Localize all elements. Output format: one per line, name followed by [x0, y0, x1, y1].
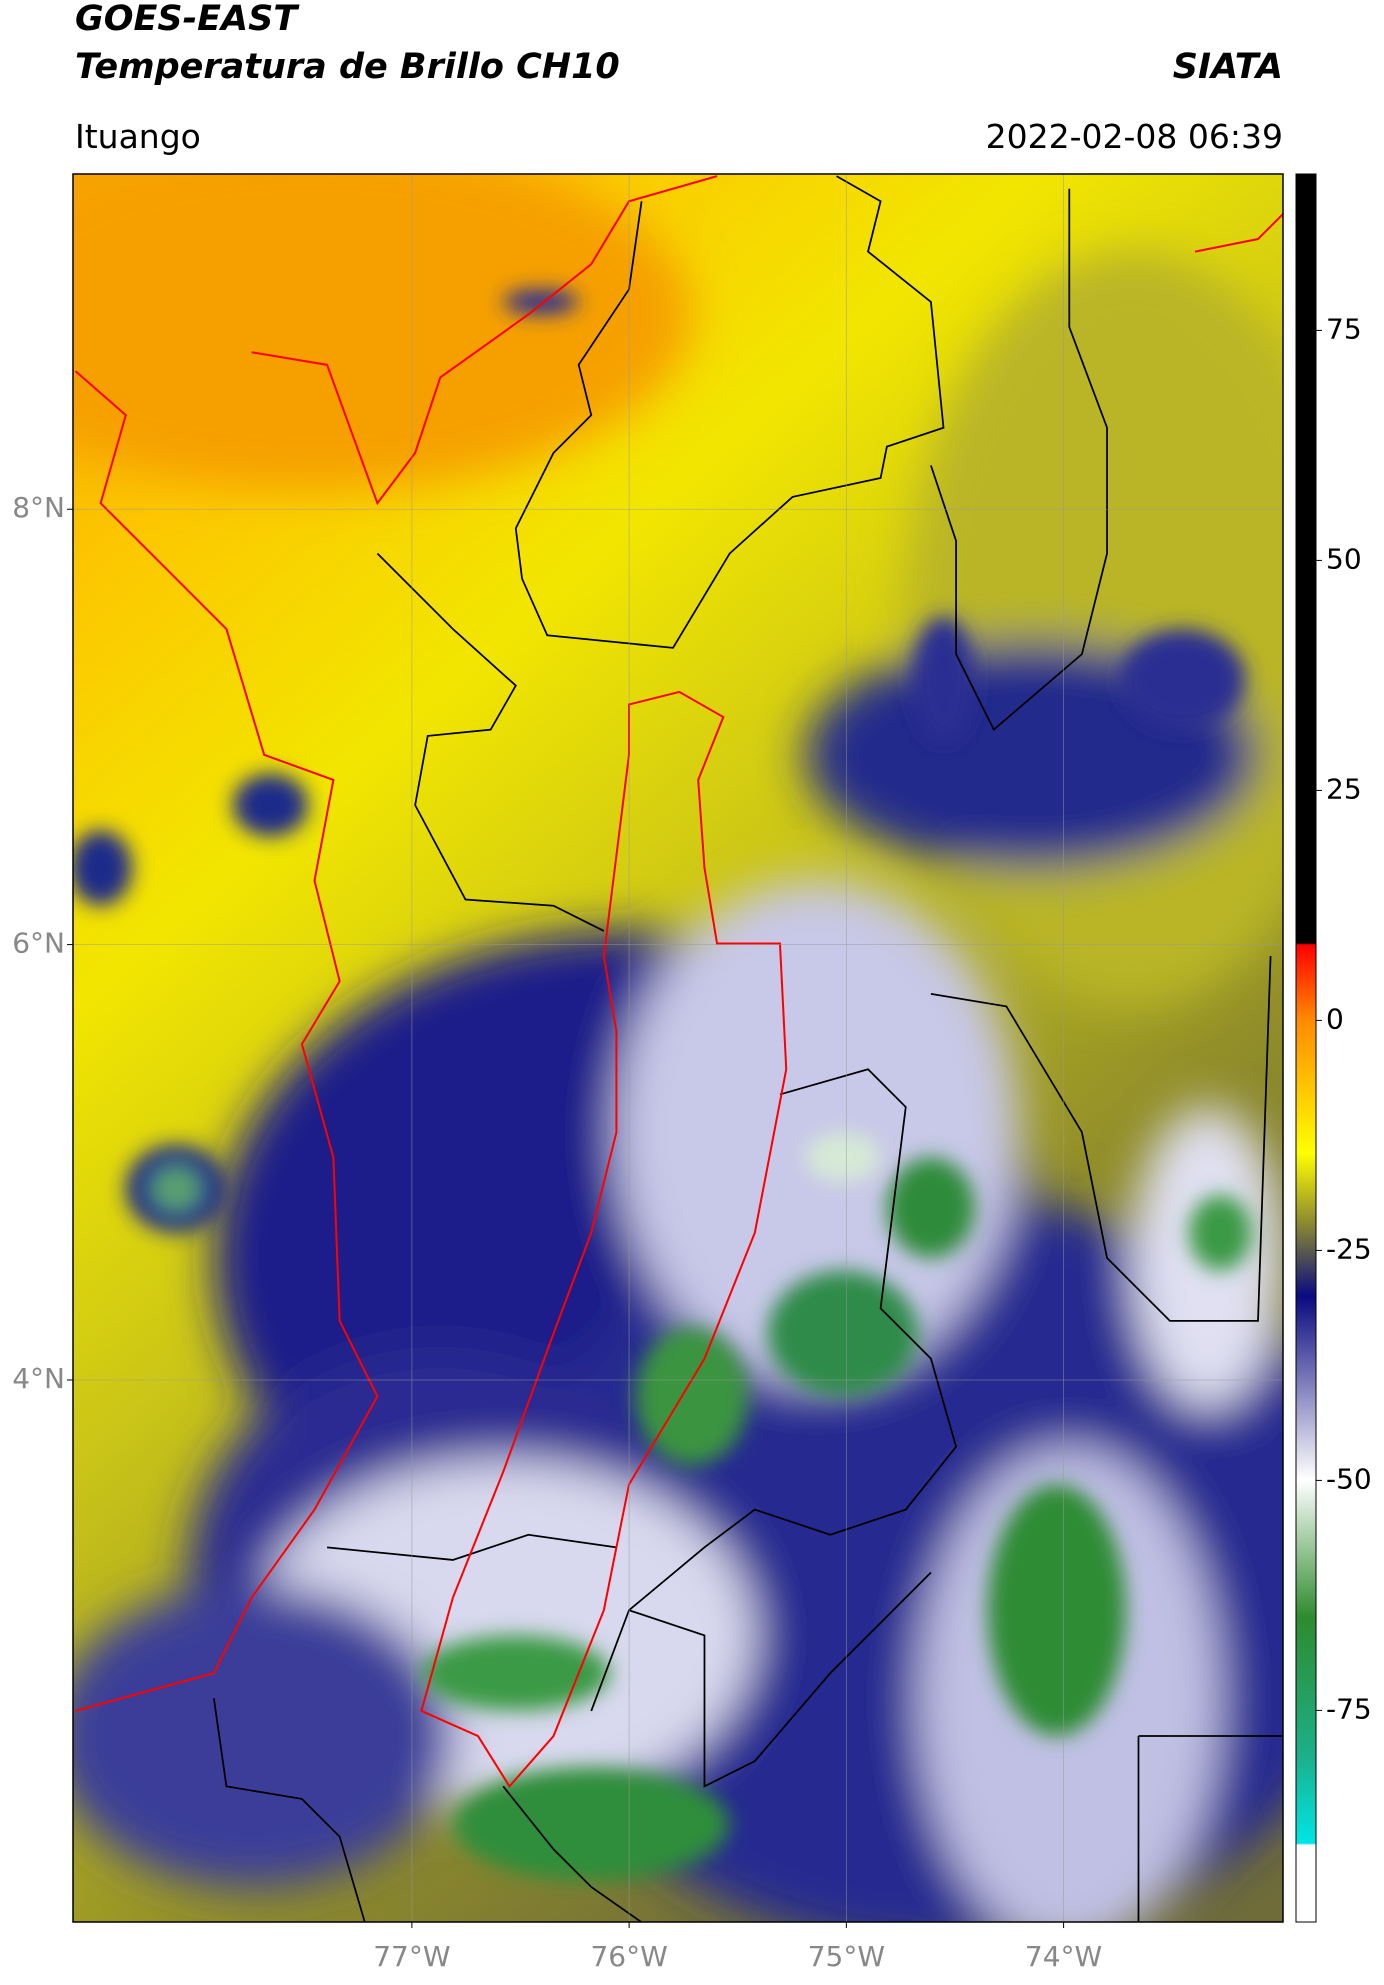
location: Ituango	[75, 117, 201, 156]
grid	[73, 174, 1283, 1922]
colorbar-tick-label: 0	[1326, 1002, 1344, 1035]
subtitle: Temperatura de Brillo CH10	[75, 47, 620, 87]
colorbar-tick-label: 50	[1326, 542, 1362, 575]
y-tick-label: 8°N	[12, 491, 65, 524]
x-tick-label: 75°W	[808, 1940, 885, 1973]
title: GOES-EAST	[75, 0, 300, 39]
colorbar-tick-label: -25	[1326, 1232, 1372, 1265]
map-frame	[72, 173, 1284, 1923]
colorbar-tick-label: 75	[1326, 312, 1362, 345]
y-tick-label: 4°N	[12, 1362, 65, 1395]
colorbar-tick-label: -50	[1326, 1462, 1372, 1495]
x-tick-label: 77°W	[373, 1940, 450, 1973]
x-tick-label: 76°W	[590, 1940, 667, 1973]
satellite-image	[73, 174, 1283, 1922]
y-tick-label: 6°N	[12, 927, 65, 960]
datetime: 2022-02-08 06:39	[986, 117, 1283, 156]
colorbar	[1295, 173, 1317, 1923]
source: SIATA	[1173, 47, 1283, 87]
colorbar-tick-label: -75	[1326, 1692, 1372, 1725]
colorbar-tick-label: 25	[1326, 772, 1362, 805]
x-tick-label: 74°W	[1025, 1940, 1102, 1973]
